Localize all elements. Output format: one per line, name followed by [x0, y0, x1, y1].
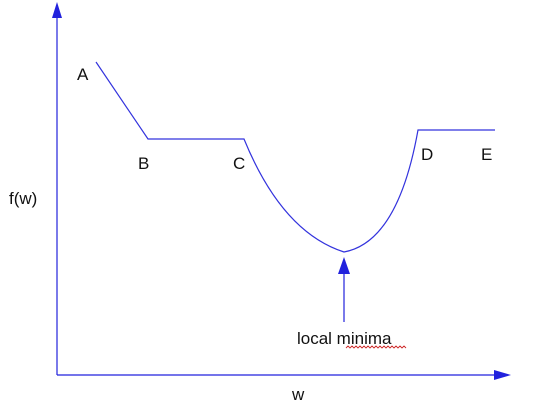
function-curve — [95, 61, 495, 253]
y-axis-label: f(w) — [9, 189, 37, 208]
point-label-d: D — [421, 145, 433, 164]
point-label-b: B — [138, 154, 149, 173]
point-label-a: A — [77, 65, 89, 84]
local-minima-arrowhead — [338, 257, 350, 274]
x-axis-arrowhead — [494, 370, 511, 380]
x-axis-label: w — [291, 385, 305, 404]
local-minima-label: local minima — [297, 329, 392, 348]
y-axis-arrowhead — [52, 2, 62, 18]
spellcheck-underline — [345, 345, 407, 349]
point-label-e: E — [481, 145, 492, 164]
point-label-c: C — [233, 154, 245, 173]
